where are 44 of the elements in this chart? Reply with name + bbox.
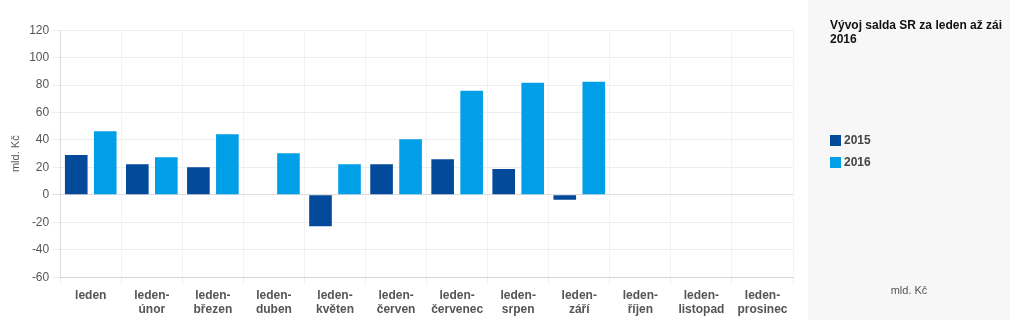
x-tick-label: leden-listopad: [678, 287, 725, 317]
bar: [309, 195, 332, 227]
x-tick-label: leden-srpen: [500, 287, 536, 317]
bar: [553, 195, 577, 200]
y-tick-label: 20: [35, 159, 50, 174]
bar: [431, 159, 454, 195]
bar: [277, 153, 300, 195]
y-tick-label: 100: [29, 49, 50, 64]
y-tick-label: -60: [31, 269, 50, 284]
bar: [582, 81, 606, 195]
y-tick-label: 0: [42, 187, 50, 202]
y-tick-label: 40: [35, 132, 50, 147]
y-tick-label: -20: [31, 214, 50, 229]
x-tick-label: leden-červenec: [431, 287, 484, 317]
x-tick-label: leden-březen: [193, 287, 233, 317]
bar: [216, 134, 239, 195]
legend-label: 2016: [844, 155, 871, 169]
x-tick-label: leden-červen: [376, 287, 416, 317]
bar: [187, 167, 210, 195]
bar: [399, 139, 422, 195]
x-tick-label: leden-únor: [134, 287, 170, 317]
bar: [338, 164, 361, 195]
y-tick-label: -40: [31, 242, 50, 257]
bar: [64, 155, 88, 195]
bar: [370, 164, 393, 195]
y-tick-label: 120: [29, 22, 50, 37]
bar: [492, 169, 516, 195]
bar: [93, 131, 117, 195]
y-axis-title: mld. Kč: [8, 134, 21, 173]
x-tick-label: leden-duben: [255, 287, 292, 317]
bar: [521, 82, 545, 195]
bar: [460, 90, 483, 195]
bar: [126, 164, 149, 195]
text: mld. Kč: [889, 284, 929, 296]
x-tick-label: leden-květen: [316, 287, 355, 317]
x-tick-label: leden-říjen: [622, 287, 659, 317]
x-tick-label: leden-prosinec: [737, 287, 788, 317]
x-tick-label: leden: [75, 287, 107, 302]
text: Vývoj salda SR za leden až zái 2016: [830, 18, 1004, 46]
bar: [155, 157, 178, 195]
x-tick-label: leden-září: [561, 287, 597, 317]
legend-label: 2015: [844, 133, 871, 147]
y-tick-label: 60: [35, 104, 50, 119]
y-tick-label: 80: [35, 77, 50, 92]
